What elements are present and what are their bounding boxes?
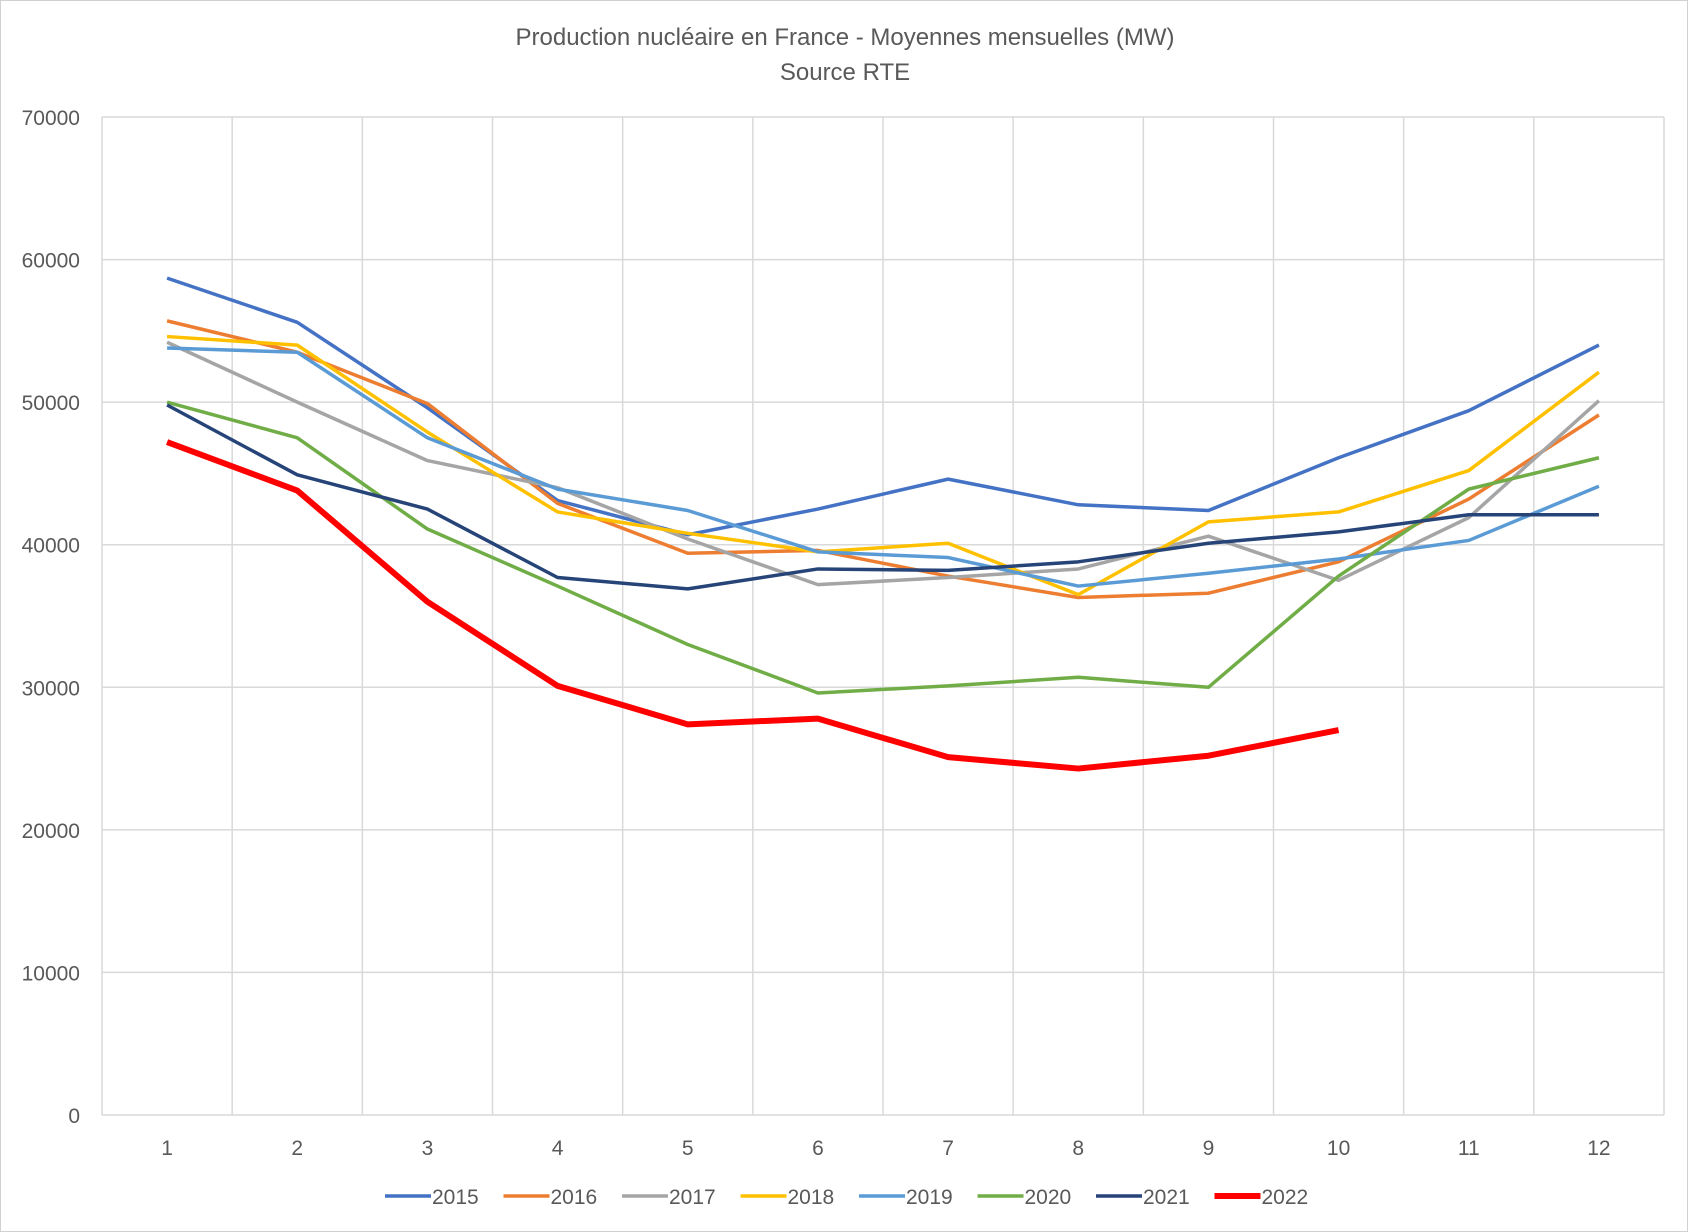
y-tick-label: 60000 [22, 250, 80, 273]
legend-label-2017: 2017 [669, 1186, 716, 1209]
x-tick-label: 10 [1327, 1137, 1350, 1160]
y-axis: 0 10000 20000 30000 40000 50000 60000 70000 [22, 107, 80, 1128]
series-line-2020 [166, 400, 1600, 695]
y-tick-label: 30000 [22, 677, 80, 700]
x-tick-label: 7 [942, 1137, 954, 1160]
legend-label-2015: 2015 [432, 1186, 479, 1209]
x-tick-label: 12 [1587, 1137, 1610, 1160]
legend-label-2021: 2021 [1143, 1186, 1190, 1209]
x-axis: 1 2 3 4 5 6 7 8 9 10 11 12 [161, 1137, 1610, 1160]
legend-label-2022: 2022 [1262, 1186, 1309, 1209]
series-line-2017 [166, 340, 1601, 587]
y-tick-label: 40000 [22, 535, 80, 558]
y-tick-label: 0 [68, 1105, 80, 1128]
grid [101, 116, 1665, 1116]
x-tick-label: 9 [1203, 1137, 1215, 1160]
x-tick-label: 2 [291, 1137, 303, 1160]
y-tick-label: 20000 [22, 820, 80, 843]
chart-title: Production nucléaire en France - Moyenne… [516, 24, 1175, 51]
y-tick-label: 10000 [22, 962, 80, 985]
plot-lines [166, 276, 1601, 772]
legend-label-2020: 2020 [1025, 1186, 1072, 1209]
series-line-2022 [166, 439, 1340, 772]
x-tick-label: 8 [1072, 1137, 1084, 1160]
series-line-2021 [166, 403, 1599, 591]
x-tick-label: 3 [422, 1137, 434, 1160]
x-tick-label: 5 [682, 1137, 694, 1160]
y-tick-label: 50000 [22, 392, 80, 415]
series-line-2016 [166, 319, 1600, 600]
x-tick-label: 1 [161, 1137, 173, 1160]
series-line-2019 [167, 346, 1600, 588]
legend-label-2019: 2019 [906, 1186, 953, 1209]
x-tick-label: 6 [812, 1137, 824, 1160]
chart-subtitle: Source RTE [780, 59, 910, 86]
x-tick-label: 4 [552, 1137, 564, 1160]
legend-label-2018: 2018 [788, 1186, 835, 1209]
legend-label-2016: 2016 [551, 1186, 598, 1209]
x-tick-label: 11 [1458, 1137, 1480, 1160]
y-tick-label: 70000 [22, 107, 80, 130]
legend: 2015 2016 2017 2018 2019 2020 2021 2022 [385, 1186, 1308, 1209]
series-line-2018 [166, 334, 1600, 597]
